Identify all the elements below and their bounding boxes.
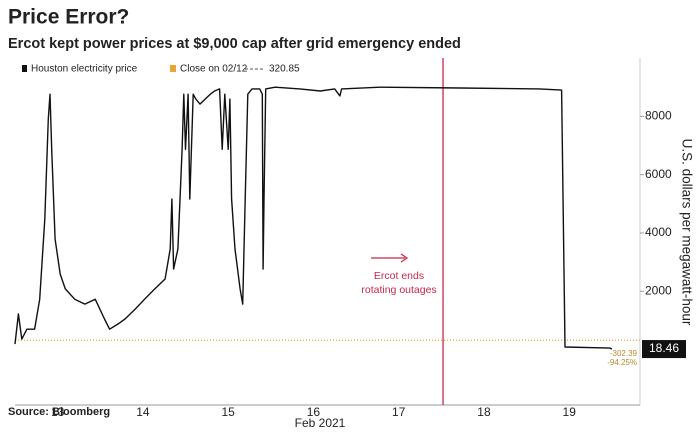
x-tick-label: 13 <box>51 405 65 419</box>
price-line <box>14 86 613 350</box>
legend-swatch <box>170 65 176 72</box>
x-tick-label: 15 <box>221 405 235 419</box>
x-tick-label: 19 <box>563 405 577 419</box>
x-tick-label: 16 <box>307 405 321 419</box>
y-tick-label: 2000 <box>645 283 672 297</box>
last-value-label: 18.46 <box>649 341 679 355</box>
x-tick-label: 17 <box>392 405 406 419</box>
annotation-text: Ercot ends <box>374 270 424 282</box>
x-tick-label: 14 <box>136 405 150 419</box>
legend-label: Houston electricity price <box>31 64 138 75</box>
y-tick-label: 6000 <box>645 167 672 181</box>
legend-label: Close on 02/12 <box>180 64 248 75</box>
y-axis-label: U.S. dollars per megawatt-hour <box>679 139 694 326</box>
last-value-badge <box>642 340 686 359</box>
y-tick-label: 8000 <box>645 108 672 122</box>
annotation-text: rotating outages <box>361 284 436 296</box>
legend-swatch <box>22 65 27 72</box>
x-tick-label: 18 <box>477 405 491 419</box>
change-label: -94.25% <box>607 358 637 367</box>
chart-title: Price Error? <box>8 6 129 29</box>
annotation-arrowhead <box>400 253 409 263</box>
source: Source: Bloomberg <box>8 406 110 418</box>
legend-value: 320.85 <box>269 64 300 75</box>
chart-subtitle: Ercot kept power prices at $9,000 cap af… <box>8 36 461 52</box>
x-axis-label: Feb 2021 <box>295 416 346 430</box>
y-tick-label: 4000 <box>645 225 672 239</box>
change-label: -302.39 <box>610 349 638 358</box>
